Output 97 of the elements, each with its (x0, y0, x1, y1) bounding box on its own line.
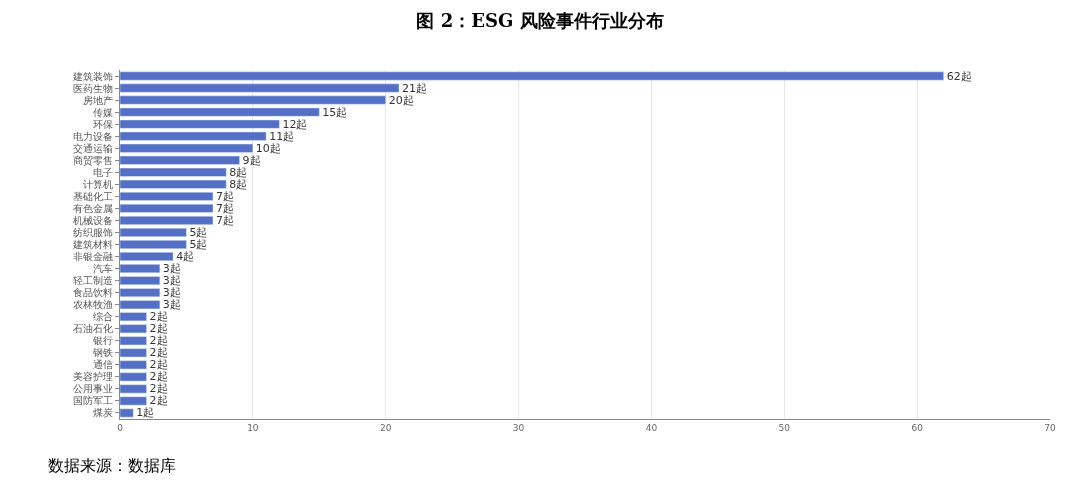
y-tick-label: 传媒 (93, 106, 113, 118)
y-tick-label: 纺织服饰 (73, 226, 113, 238)
y-tick-label: 钢铁 (92, 347, 113, 359)
data-label: 3起 (162, 274, 181, 288)
bar (120, 276, 161, 286)
y-tick-label: 综合 (93, 311, 113, 323)
x-tick-label: 60 (911, 422, 924, 433)
data-label: 7起 (216, 213, 234, 227)
data-label: 62起 (946, 69, 972, 83)
data-label: 21起 (402, 81, 427, 95)
data-label: 7起 (216, 201, 234, 215)
data-label: 2起 (149, 382, 168, 396)
data-label: 3起 (162, 262, 181, 276)
data-label: 2起 (149, 394, 168, 408)
bar (120, 179, 227, 189)
data-label: 2起 (149, 370, 168, 384)
bar (120, 360, 147, 370)
bar (120, 408, 134, 418)
chart-title: 图 2：ESG 风险事件行业分布 (416, 10, 664, 32)
y-tick-label: 美容护理 (73, 371, 113, 383)
bar (120, 336, 147, 346)
y-tick-label: 汽车 (93, 263, 113, 275)
data-label: 3起 (162, 298, 181, 312)
y-tick-label: 通信 (93, 359, 113, 371)
y-tick-label: 计算机 (83, 178, 113, 190)
y-tick-label: 环保 (93, 118, 113, 130)
y-tick-label: 电子 (93, 166, 113, 178)
source-note: 数据来源：数据库 (48, 456, 176, 475)
y-tick-label: 商贸零售 (73, 154, 113, 166)
bar (120, 312, 147, 322)
x-tick-label: 20 (379, 422, 392, 433)
bar (120, 167, 227, 177)
bar (120, 131, 267, 141)
bar (120, 348, 147, 358)
y-tick-label: 建筑材料 (72, 239, 113, 250)
bar (120, 252, 174, 261)
x-tick-label: 40 (645, 422, 658, 433)
y-tick-label: 食品饮料 (73, 287, 113, 299)
y-tick-label: 非银金融 (73, 251, 113, 263)
x-tick-label: 30 (512, 422, 525, 433)
bar (120, 71, 944, 81)
y-tick-label: 银行 (92, 335, 113, 347)
bar (120, 215, 214, 225)
bar (120, 107, 320, 117)
y-tick-label: 基础化工 (73, 190, 113, 202)
data-label: 3起 (162, 286, 181, 300)
data-label: 10起 (255, 141, 281, 155)
data-label: 4起 (176, 250, 195, 264)
bar (120, 288, 161, 298)
data-label: 20起 (388, 93, 414, 107)
y-tick-label: 轻工制造 (73, 275, 113, 287)
data-label: 2起 (149, 346, 168, 360)
y-tick-label: 电力设备 (73, 130, 113, 142)
bar (120, 300, 161, 310)
bar (120, 191, 214, 201)
bar (120, 155, 240, 165)
data-label: 15起 (322, 105, 348, 119)
bar (120, 264, 161, 274)
y-tick-label: 交通运输 (73, 142, 113, 154)
y-tick-label: 公用事业 (73, 383, 113, 395)
bar (120, 83, 400, 93)
data-label: 2起 (149, 334, 168, 348)
x-tick-label: 0 (117, 422, 124, 433)
bar (120, 384, 147, 394)
y-tick-label: 房地产 (83, 94, 113, 106)
bar (120, 95, 386, 105)
y-tick-label: 建筑装饰 (72, 70, 113, 82)
x-tick-label: 10 (247, 422, 259, 433)
data-label: 11起 (269, 129, 295, 143)
data-label: 5起 (189, 238, 208, 251)
bar (120, 203, 214, 213)
data-label: 2起 (149, 358, 168, 372)
bar (120, 228, 187, 237)
y-tick-label: 农林牧渔 (73, 299, 113, 311)
bar (120, 372, 147, 382)
data-label: 8起 (229, 177, 248, 191)
y-tick-label: 煤炭 (93, 407, 113, 419)
y-tick-label: 有色金属 (73, 202, 113, 214)
data-label: 1起 (136, 406, 155, 420)
data-label: 2起 (149, 322, 168, 336)
data-label: 2起 (149, 310, 168, 324)
y-tick-label: 机械设备 (73, 214, 113, 226)
y-tick-label: 医药生物 (73, 82, 113, 94)
bar (120, 324, 147, 334)
x-tick-label: 50 (778, 422, 791, 433)
bar (120, 119, 280, 129)
y-tick-label: 国防军工 (73, 395, 113, 407)
bar (120, 240, 187, 249)
data-label: 9起 (242, 153, 261, 167)
data-label: 5起 (189, 225, 208, 239)
x-tick-label: 70 (1044, 422, 1056, 433)
data-label: 12起 (282, 117, 308, 131)
bar (120, 143, 254, 153)
bar (120, 396, 147, 406)
y-tick-label: 石油石化 (73, 323, 113, 335)
data-label: 7起 (216, 189, 234, 203)
data-label: 8起 (229, 165, 248, 179)
